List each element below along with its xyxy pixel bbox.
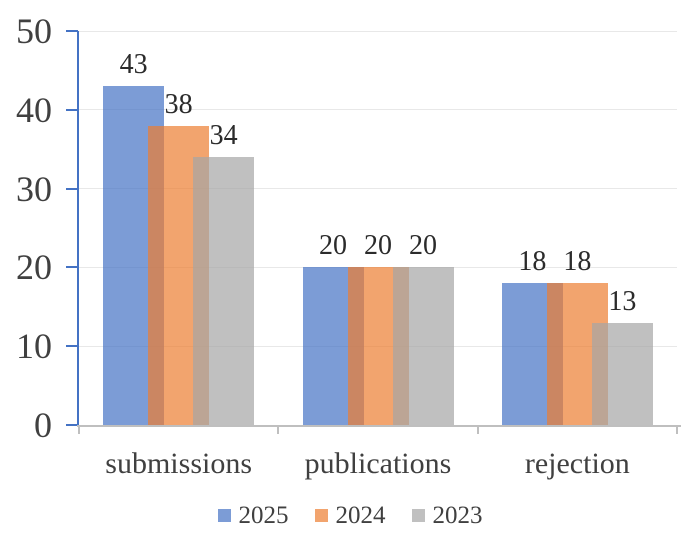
x-axis-tick: [78, 425, 80, 434]
y-axis-tick: [66, 30, 78, 32]
y-axis-tick-label: 30: [16, 168, 52, 209]
bar-2023-submissions: [193, 157, 255, 425]
x-axis-line: [77, 425, 681, 427]
category-label-rejection: rejection: [524, 447, 630, 480]
value-label-2025-publications: 20: [319, 230, 347, 262]
gridline: [79, 109, 677, 111]
value-label-2024-submissions: 38: [164, 88, 193, 120]
value-label-2023-rejection: 13: [608, 285, 637, 317]
y-axis-tick-label: 10: [16, 326, 52, 367]
x-axis-tick: [476, 425, 479, 434]
legend-label-2024: 2024: [335, 501, 386, 529]
y-axis-tick-label: 40: [16, 89, 52, 130]
bar-2023-rejection: [591, 322, 653, 425]
legend-label-2023: 2023: [432, 501, 483, 529]
legend-marker-2023: [411, 508, 425, 522]
y-axis-tick-label: 0: [34, 405, 52, 445]
legend: 2025 2024 2023: [0, 497, 700, 533]
legend-item-2025: 2025: [217, 501, 289, 529]
x-axis-tick: [277, 425, 280, 434]
legend-marker-2024: [314, 508, 328, 522]
value-label-2025-submissions: 43: [119, 49, 148, 81]
legend-marker-2025: [217, 508, 231, 522]
bar-2023-publications: [392, 267, 454, 425]
value-label-2023-submissions: 34: [209, 120, 238, 152]
value-label-2024-rejection: 18: [563, 246, 592, 278]
gridline: [79, 30, 677, 32]
legend-label-2025: 2025: [238, 501, 289, 529]
y-axis-line: [77, 31, 79, 425]
y-axis-tick: [66, 108, 78, 111]
legend-item-2024: 2024: [314, 501, 386, 529]
value-label-2024-publications: 20: [364, 230, 392, 262]
value-label-2025-rejection: 18: [518, 246, 547, 278]
value-label-2023-publications: 20: [409, 230, 437, 262]
y-axis-tick-label: 20: [16, 247, 52, 288]
y-axis-tick-label: 50: [16, 11, 52, 51]
y-axis-tick: [66, 187, 78, 190]
legend-item-2023: 2023: [411, 501, 483, 529]
x-axis-tick: [676, 425, 678, 434]
y-axis-tick: [66, 345, 78, 348]
gridline: [79, 188, 677, 190]
y-axis-tick: [66, 424, 78, 426]
category-label-submissions: submissions: [105, 447, 253, 480]
category-label-publications: publications: [304, 447, 452, 480]
y-axis-tick: [66, 266, 78, 269]
